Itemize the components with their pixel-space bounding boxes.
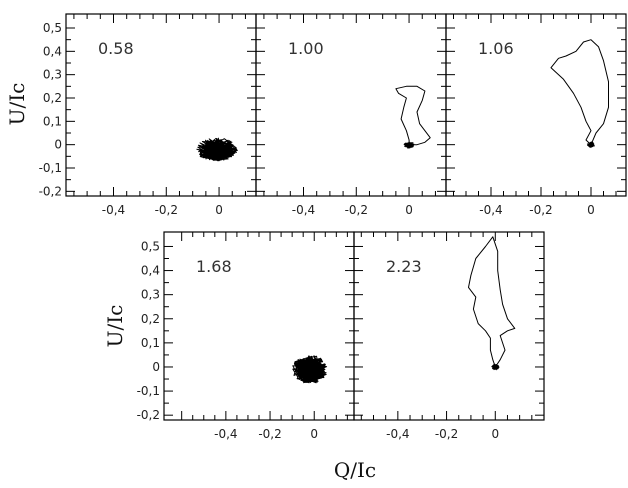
- panel-label: 0.58: [98, 39, 134, 58]
- y-tick-label: -0,1: [137, 384, 160, 398]
- x-tick-label: -0,4: [386, 427, 409, 441]
- x-tick-label: -0,4: [214, 427, 237, 441]
- y-tick-label: 0,1: [141, 336, 160, 350]
- panel-frame: [445, 13, 627, 197]
- x-tick-label: -0,2: [345, 203, 368, 217]
- panel-3: -0,4 -0,2 0 1.06: [445, 13, 627, 217]
- x-tick-label: 0: [215, 203, 223, 217]
- y-tick-label: 0,3: [43, 68, 62, 82]
- x-tick-label: 0: [587, 203, 595, 217]
- y-tick-label: -0,2: [39, 184, 62, 198]
- panel-2: -0,4 -0,2 0 1.00: [255, 13, 447, 217]
- panel-frame: [65, 13, 257, 197]
- panel-label: 1.68: [196, 257, 232, 276]
- y-tick-label: 0,4: [43, 44, 62, 58]
- panel-5: -0,4 -0,2 0 2.23: [353, 231, 545, 441]
- panel-frame: [255, 13, 447, 197]
- x-tick-label: -0,2: [529, 203, 552, 217]
- panel-1: -0,2 -0,1 0 0,1 0,2 0,3 0,4 0,5 -0,4 -0,2 0 0.58: [39, 13, 257, 217]
- y-tick-label: 0,5: [43, 21, 62, 35]
- y-tick-label: 0: [152, 360, 160, 374]
- y-axis-title-bottom: U/Ic: [103, 305, 127, 348]
- y-tick-label: 0,5: [141, 239, 160, 253]
- y-tick-label: 0,4: [141, 264, 160, 278]
- panel-label: 2.23: [386, 257, 422, 276]
- y-tick-label: 0,2: [43, 91, 62, 105]
- y-tick-label: 0,2: [141, 312, 160, 326]
- x-axis-title: Q/Ic: [334, 458, 376, 482]
- panels-group: -0,2-0,100,10,20,30,40,5-0,4 -0,2 00.58-0,…: [39, 13, 627, 441]
- y-tick-label: -0,2: [137, 408, 160, 422]
- y-tick-label: -0,1: [39, 161, 62, 175]
- panel-frame: [353, 231, 545, 421]
- x-tick-label: 0: [310, 427, 318, 441]
- x-tick-label: -0,4: [292, 203, 315, 217]
- panel-label: 1.00: [288, 39, 324, 58]
- cluster-trace: [196, 137, 238, 162]
- x-tick-label: 0: [491, 427, 499, 441]
- x-tick-label: 0: [405, 203, 413, 217]
- y-tick-label: 0: [54, 138, 62, 152]
- excursion-trace: [395, 85, 431, 146]
- panel-4: -0,2 -0,1 0 0,1 0,2 0,3 0,4 0,5 -0,4 -0,2 0 1.68: [137, 231, 355, 441]
- y-axis-title-top: U/Ic: [5, 83, 29, 126]
- cluster-trace: [403, 141, 415, 149]
- cluster-trace: [586, 141, 595, 148]
- excursion-trace: [550, 39, 609, 146]
- x-tick-label: -0,4: [102, 203, 125, 217]
- x-tick-label: -0,2: [258, 427, 281, 441]
- x-tick-label: -0,4: [479, 203, 502, 217]
- x-tick-label: -0,2: [435, 427, 458, 441]
- y-tick-label: 0,1: [43, 114, 62, 128]
- y-tick-label: 0,3: [141, 288, 160, 302]
- panel-label: 1.06: [478, 39, 514, 58]
- excursion-trace: [468, 236, 516, 368]
- panel-frame: [163, 231, 355, 421]
- cluster-trace: [292, 355, 328, 384]
- x-tick-label: -0,2: [155, 203, 178, 217]
